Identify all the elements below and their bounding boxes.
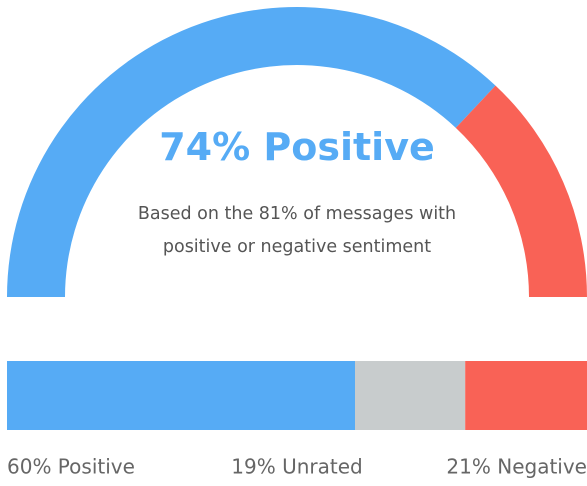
bar-label: 19% Unrated xyxy=(231,455,362,479)
gauge-subtitle: Based on the 81% of messages with positi… xyxy=(137,204,457,257)
gauge-positive xyxy=(7,7,496,297)
bar-segment xyxy=(355,361,466,430)
bar-label: 60% Positive xyxy=(7,455,135,479)
gauge-title: 74% Positive xyxy=(159,125,435,169)
gauge-remainder xyxy=(455,85,587,298)
bar-segment xyxy=(465,361,587,430)
bar-segment xyxy=(7,361,355,430)
bar-label: 21% Negative xyxy=(446,455,587,479)
